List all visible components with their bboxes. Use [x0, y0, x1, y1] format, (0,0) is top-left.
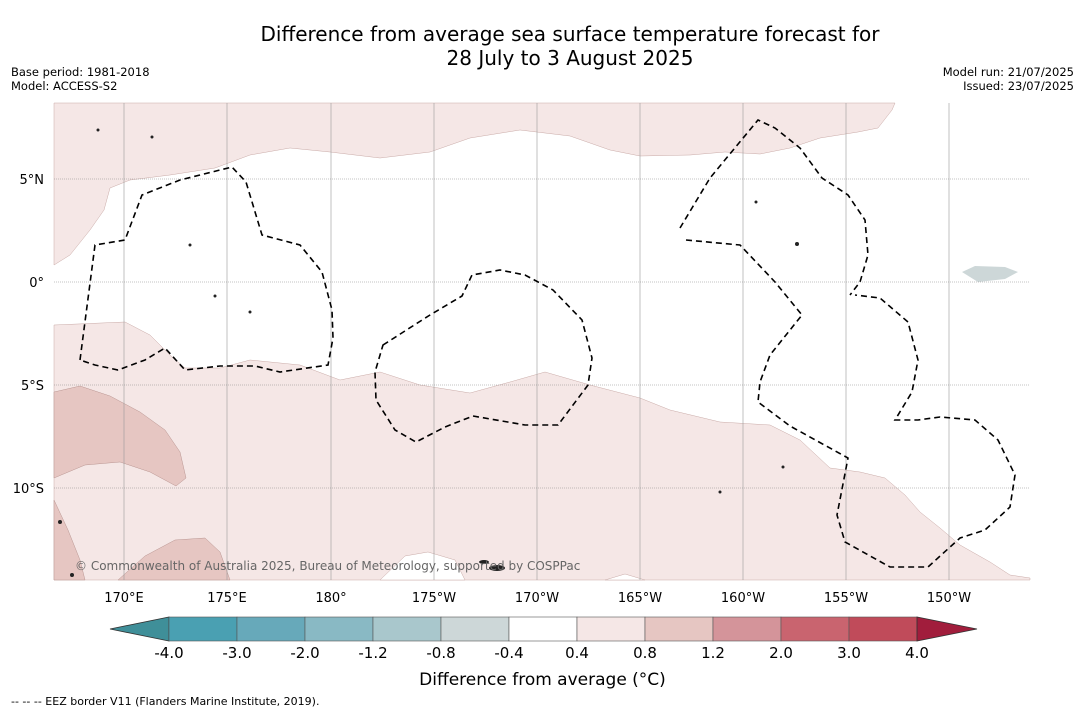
lat-labels: 5°N 0° 5°S 10°S: [13, 173, 44, 497]
colorbar-tick: -0.8: [426, 644, 455, 662]
colorbar: -4.0 -3.0 -2.0 -1.2 -0.8 -0.4 0.4 0.8 1.2 2.0 3.0 4…: [109, 616, 978, 662]
island-dot: [754, 200, 758, 204]
anomaly-region-southwest: [53, 385, 187, 487]
lat-label: 5°N: [20, 173, 45, 188]
lon-label: 150°W: [927, 591, 971, 606]
colorbar-tick: 0.8: [633, 644, 657, 662]
island-dot: [781, 465, 785, 469]
colorbar-segment: [168, 616, 238, 642]
colorbar-tick: -3.0: [222, 644, 251, 662]
lon-label: 175°W: [412, 591, 456, 606]
lon-label: 170°W: [515, 591, 559, 606]
island-dot: [96, 128, 100, 132]
cool-anomaly-patch: [962, 266, 1018, 282]
anomaly-region-south-patch: [117, 537, 231, 581]
colorbar-segment: [848, 616, 918, 642]
colorbar-extend-low: [109, 616, 170, 642]
anomaly-region-corner: [53, 499, 86, 581]
issued-text: Issued: 23/07/2025: [963, 79, 1074, 93]
colorbar-tick: 2.0: [769, 644, 793, 662]
lon-label: 170°E: [104, 591, 144, 606]
island-dot: [248, 310, 252, 314]
lat-label: 0°: [29, 276, 44, 291]
eez-border-line-islands-south: [685, 239, 1016, 568]
island-dot: [213, 294, 217, 298]
colorbar-segment: [576, 616, 646, 642]
colorbar-tick: 1.2: [701, 644, 725, 662]
island-dot: [718, 490, 722, 494]
islands: [58, 128, 799, 577]
graticule: [54, 103, 1030, 580]
colorbar-tick: -4.0: [154, 644, 183, 662]
colorbar-segment: [236, 616, 306, 642]
island-dot: [58, 520, 62, 524]
lon-label: 165°W: [618, 591, 662, 606]
anomaly-region-north: [53, 102, 896, 266]
lon-labels: 170°E 175°E 180° 175°W 170°W 165°W 160°W 155°W 1…: [104, 591, 971, 606]
colorbar-segment: [372, 616, 442, 642]
lat-label: 10°S: [13, 482, 44, 497]
chart-title: Difference from average sea surface temp…: [0, 22, 1085, 70]
island-dot: [70, 573, 74, 577]
island-dot: [188, 243, 192, 247]
lon-label: 160°W: [721, 591, 765, 606]
lon-label: 175°E: [207, 591, 247, 606]
map-panel: © Commonwealth of Australia 2025, Bureau…: [53, 102, 1031, 581]
colorbar-tick: -2.0: [290, 644, 319, 662]
lat-label: 5°S: [21, 379, 44, 394]
colorbar-tick: 0.4: [565, 644, 589, 662]
colorbar-segment: [304, 616, 374, 642]
white-pocket: [379, 551, 466, 581]
eez-border-phoenix: [374, 269, 593, 443]
model-run-text: Model run: 21/07/2025: [942, 65, 1074, 79]
colorbar-tick: 3.0: [837, 644, 861, 662]
island-samoa: [489, 565, 505, 571]
colorbar-label: Difference from average (°C): [419, 670, 666, 690]
lon-label: 155°W: [824, 591, 868, 606]
eez-border-kiribati-gilberts: [79, 166, 334, 373]
eez-borders: [79, 119, 1016, 568]
title-line-2: 28 July to 3 August 2025: [446, 46, 694, 70]
meta-left: Base period: 1981-2018 Model: ACCESS-S2: [11, 65, 150, 93]
title-line-1: Difference from average sea surface temp…: [260, 22, 880, 46]
colorbar-segment: [508, 616, 578, 642]
eez-border-line-islands: [679, 119, 869, 296]
lon-label: 180°: [315, 591, 346, 606]
base-period-text: Base period: 1981-2018: [11, 65, 150, 79]
colorbar-extend-high: [916, 616, 978, 642]
colorbar-tick: -1.2: [358, 644, 387, 662]
colorbar-tick: 4.0: [905, 644, 929, 662]
colorbar-tick: -0.4: [494, 644, 523, 662]
island-dot: [795, 242, 799, 246]
eez-footnote: -- -- -- EEZ border V11 (Flanders Marine…: [11, 695, 320, 708]
white-pocket-east: [604, 573, 646, 581]
colorbar-segment: [780, 616, 850, 642]
meta-right: Model run: 21/07/2025 Issued: 23/07/2025: [943, 65, 1074, 93]
island-dot: [150, 135, 154, 139]
colorbar-segment: [644, 616, 714, 642]
copyright-text: © Commonwealth of Australia 2025, Bureau…: [75, 559, 580, 573]
island-samoa: [479, 560, 489, 564]
colorbar-segment: [712, 616, 782, 642]
colorbar-segment: [440, 616, 510, 642]
model-text: Model: ACCESS-S2: [11, 79, 118, 93]
